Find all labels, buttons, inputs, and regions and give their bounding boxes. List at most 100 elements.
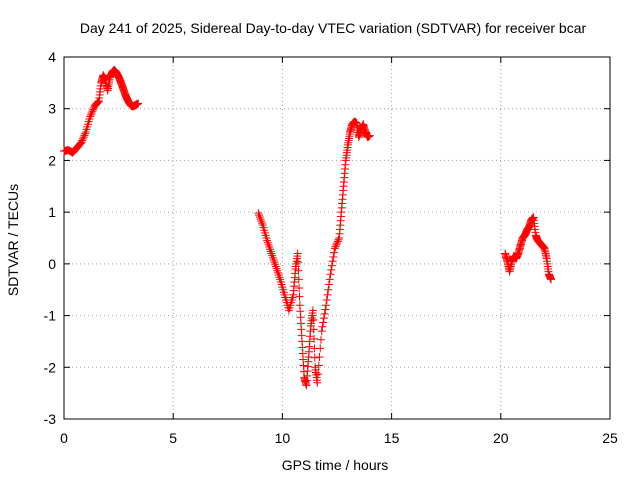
data-point bbox=[274, 268, 283, 277]
data-point bbox=[79, 133, 88, 142]
data-point bbox=[330, 244, 339, 253]
data-point bbox=[257, 217, 266, 226]
data-point bbox=[271, 260, 280, 269]
data-point bbox=[256, 215, 265, 224]
data-point bbox=[266, 247, 275, 256]
y-tick-label: 3 bbox=[48, 101, 56, 117]
data-point bbox=[89, 105, 98, 114]
x-tick-label: 5 bbox=[169, 430, 177, 446]
data-point bbox=[315, 352, 324, 361]
chart-title: Day 241 of 2025, Sidereal Day-to-day VTE… bbox=[80, 20, 587, 36]
data-point bbox=[331, 242, 340, 251]
data-point bbox=[319, 318, 328, 327]
data-point bbox=[322, 296, 331, 305]
data-point bbox=[314, 370, 323, 379]
data-point bbox=[329, 252, 338, 261]
data-point bbox=[86, 110, 95, 119]
data-point bbox=[88, 107, 97, 116]
data-point bbox=[263, 236, 272, 245]
data-point bbox=[316, 335, 325, 344]
data-point bbox=[318, 322, 327, 331]
data-point bbox=[310, 353, 319, 362]
data-point bbox=[294, 258, 303, 267]
data-point bbox=[310, 334, 319, 343]
data-point bbox=[334, 235, 343, 244]
data-point bbox=[309, 315, 318, 324]
series-segment-1 bbox=[60, 65, 143, 157]
x-tick-label: 15 bbox=[384, 430, 400, 446]
data-point bbox=[275, 273, 284, 282]
data-point bbox=[328, 257, 337, 266]
y-axis-label: SDTVAR / TECUs bbox=[5, 184, 21, 296]
data-point bbox=[267, 249, 276, 258]
data-point bbox=[258, 219, 267, 228]
x-tick-label: 10 bbox=[275, 430, 291, 446]
data-point bbox=[319, 314, 328, 323]
data-point bbox=[327, 261, 336, 270]
data-point bbox=[263, 238, 272, 247]
x-axis-ticks: 0 5 10 15 20 25 bbox=[60, 57, 618, 446]
data-point bbox=[330, 248, 339, 257]
data-point bbox=[324, 285, 333, 294]
data-point bbox=[255, 211, 264, 220]
series-segment-3 bbox=[501, 213, 556, 284]
data-point bbox=[365, 131, 374, 140]
y-tick-label: 0 bbox=[48, 256, 56, 272]
x-axis-label: GPS time / hours bbox=[282, 457, 389, 473]
data-point bbox=[295, 283, 304, 292]
data-point bbox=[78, 136, 87, 145]
plot-frame bbox=[63, 56, 611, 420]
data-point bbox=[308, 306, 317, 315]
data-point bbox=[77, 138, 86, 147]
y-tick-label: -2 bbox=[44, 359, 57, 375]
data-point bbox=[134, 99, 143, 108]
data-point bbox=[264, 240, 273, 249]
data-point bbox=[547, 275, 556, 284]
data-point bbox=[332, 240, 341, 249]
data-point bbox=[313, 378, 322, 387]
data-point bbox=[78, 134, 87, 143]
data-point bbox=[333, 239, 341, 248]
y-tick-label: 4 bbox=[48, 49, 56, 65]
data-point bbox=[333, 237, 342, 246]
data-point bbox=[268, 253, 277, 262]
data-point bbox=[327, 265, 336, 274]
data-point bbox=[326, 270, 335, 279]
y-tick-label: 1 bbox=[48, 204, 56, 220]
data-point bbox=[81, 129, 90, 138]
data-point bbox=[314, 361, 323, 370]
x-tick-label: 25 bbox=[602, 430, 618, 446]
data-point bbox=[80, 131, 89, 140]
data-point bbox=[271, 262, 280, 271]
data-point bbox=[325, 275, 334, 284]
data-point bbox=[255, 213, 264, 222]
data-point bbox=[295, 292, 304, 301]
data-point bbox=[265, 243, 274, 252]
data-point bbox=[293, 249, 302, 258]
data-point bbox=[270, 258, 279, 267]
data-point bbox=[316, 344, 325, 353]
y-tick-label: -3 bbox=[44, 411, 57, 427]
data-point bbox=[320, 309, 329, 318]
x-tick-label: 0 bbox=[60, 430, 68, 446]
grid bbox=[64, 57, 610, 419]
data-point bbox=[274, 271, 283, 280]
data-point bbox=[324, 280, 333, 289]
data-point bbox=[272, 264, 281, 273]
data-point bbox=[321, 305, 330, 314]
y-tick-label: -1 bbox=[44, 308, 57, 324]
data-point bbox=[86, 112, 95, 121]
series-segment-2 bbox=[254, 117, 374, 390]
data-points bbox=[60, 65, 556, 390]
data-point bbox=[323, 290, 332, 299]
data-point bbox=[87, 109, 96, 118]
data-point bbox=[294, 266, 303, 275]
data-point bbox=[322, 301, 331, 310]
data-point bbox=[269, 255, 278, 264]
data-point bbox=[294, 275, 303, 284]
data-point bbox=[317, 327, 326, 336]
data-point bbox=[254, 209, 263, 218]
y-tick-label: 2 bbox=[48, 152, 56, 168]
